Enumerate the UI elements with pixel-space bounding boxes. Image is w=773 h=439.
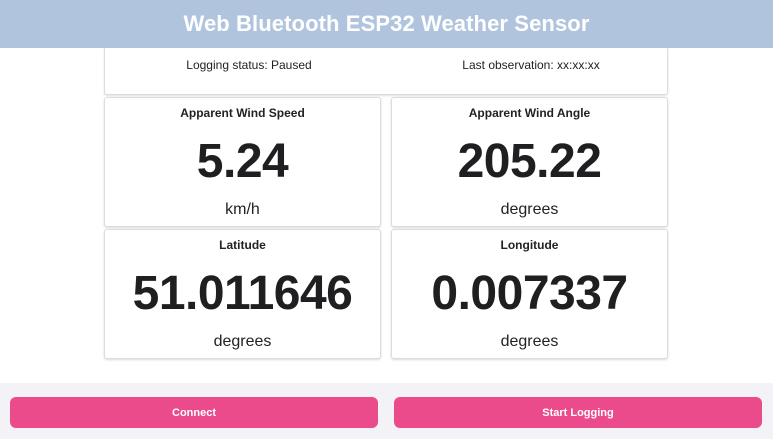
card-unit: degrees — [500, 201, 559, 218]
status-card: Logging status: Paused Last observation:… — [104, 48, 668, 95]
card-value: 0.007337 — [431, 267, 628, 320]
card-unit: degrees — [213, 333, 272, 350]
app-header: Web Bluetooth ESP32 Weather Sensor — [0, 0, 773, 48]
card-unit: degrees — [500, 333, 559, 350]
footer-bar: Connect Start Logging — [0, 383, 773, 439]
page-title: Web Bluetooth ESP32 Weather Sensor — [183, 11, 590, 36]
card-label: Apparent Wind Angle — [468, 106, 591, 120]
card-apparent-wind-speed: Apparent Wind Speed 5.24 km/h — [104, 97, 381, 227]
card-value: 5.24 — [196, 135, 289, 188]
card-label: Latitude — [219, 238, 266, 252]
start-logging-button[interactable]: Start Logging — [394, 397, 762, 428]
card-value: 205.22 — [457, 135, 602, 188]
card-value: 51.011646 — [132, 267, 353, 320]
last-observation: Last observation: xx:xx:xx — [462, 58, 600, 72]
connect-button[interactable]: Connect — [10, 397, 378, 428]
card-unit: km/h — [225, 201, 260, 218]
card-latitude: Latitude 51.011646 degrees — [104, 229, 381, 359]
card-longitude: Longitude 0.007337 degrees — [391, 229, 668, 359]
card-label: Apparent Wind Speed — [180, 106, 305, 120]
logging-status: Logging status: Paused — [186, 58, 312, 72]
card-label: Longitude — [500, 238, 559, 252]
card-apparent-wind-angle: Apparent Wind Angle 205.22 degrees — [391, 97, 668, 227]
